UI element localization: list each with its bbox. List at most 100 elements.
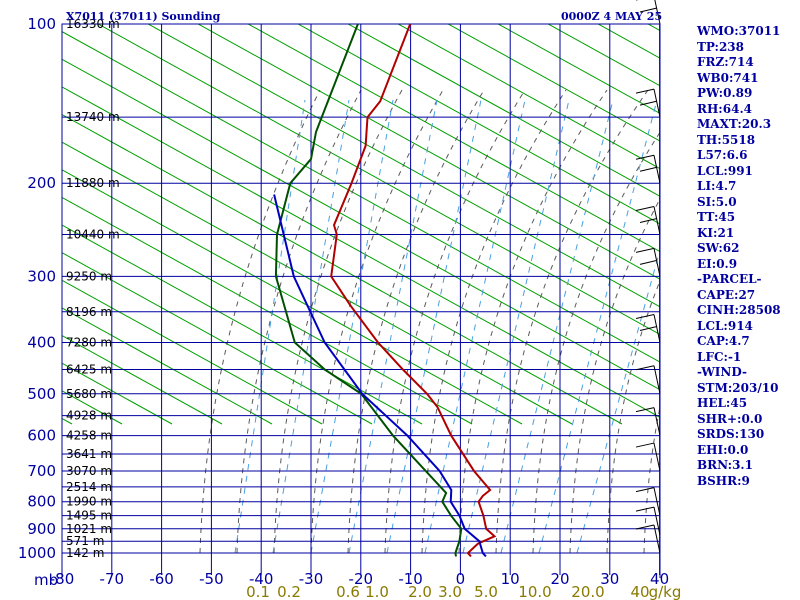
mixing-ratio-line <box>462 99 570 554</box>
height-label: 571 m <box>66 534 104 548</box>
index-entry: STM:203/10 <box>697 380 779 395</box>
index-entry: TP:238 <box>697 39 745 54</box>
wind-barb <box>635 88 661 118</box>
index-entry: LI:4.7 <box>697 179 737 193</box>
wind-barb-staff <box>653 442 661 472</box>
index-entry: L57:6.6 <box>697 148 748 162</box>
height-label: 142 m <box>66 546 104 560</box>
temperature-tick-label: 0 <box>456 570 466 588</box>
temperature-tick-label: 40 <box>650 570 669 588</box>
moist-adiabat-line <box>495 89 649 554</box>
mixing-ratio-tick-label: g/kg <box>649 583 682 600</box>
dry-adiabat-line <box>297 24 660 225</box>
wind-barb-staff <box>653 206 661 235</box>
wind-barb <box>635 442 661 472</box>
index-entry: WMO:37011 <box>697 24 781 38</box>
index-entry: EI:0.9 <box>697 256 738 271</box>
temperature-tick-label: -40 <box>249 570 274 588</box>
sounding-time: 0000Z 4 MAY 25 <box>561 10 662 23</box>
mixing-ratio-line <box>424 99 526 554</box>
wind-barb-flag <box>635 365 655 371</box>
pressure-tick-label: 300 <box>27 267 56 285</box>
temperature-tick-label: -30 <box>299 570 324 588</box>
dry-adiabat-line <box>62 307 273 425</box>
mixing-ratio-tick-label: 10.0 <box>518 583 551 600</box>
height-label: 16330 m <box>66 17 120 31</box>
height-label: 2514 m <box>66 480 112 494</box>
index-entry: SI:5.0 <box>697 194 737 209</box>
mixing-ratio-line <box>348 99 438 554</box>
pressure-tick-label: 1000 <box>18 544 56 562</box>
dry-adiabat-line <box>62 141 573 425</box>
wind-barb <box>635 524 661 554</box>
dry-adiabat-line <box>62 390 123 425</box>
moist-adiabat-line <box>569 198 660 554</box>
moist-adiabat-line <box>199 89 321 554</box>
dry-adiabat-line <box>62 335 223 425</box>
moist-adiabat-line <box>606 279 660 554</box>
temperature-tick-label: -60 <box>149 570 174 588</box>
height-label: 1021 m <box>66 522 112 536</box>
wind-barb-staff <box>653 248 661 277</box>
moist-adiabat-line <box>273 89 403 554</box>
wind-barb-staff <box>653 407 661 436</box>
station-title: X7011 (37011) Sounding <box>66 10 221 23</box>
wind-barb-staff <box>653 524 661 554</box>
moist-adiabats <box>199 89 660 554</box>
dry-adiabat-line <box>62 31 660 363</box>
dry-adiabat-line <box>762 4 800 424</box>
wind-barb-flag <box>635 407 655 413</box>
moist-adiabat-line <box>236 89 362 554</box>
dry-adiabat-line <box>0 4 22 424</box>
moist-adiabat-line <box>421 89 567 554</box>
mixing-ratio-line <box>386 99 482 554</box>
dry-adiabat-line <box>447 24 660 142</box>
temperature-tick-label: -50 <box>199 570 224 588</box>
dry-adiabat-line <box>62 279 323 425</box>
mixing-ratio-line <box>234 99 306 554</box>
mixing-ratio-tick-label: 2.0 <box>408 583 432 600</box>
moist-adiabat-line <box>347 89 485 554</box>
dry-adiabat-line <box>62 86 660 418</box>
wind-barb-flag <box>635 247 655 253</box>
index-entry: BRN:3.1 <box>697 458 753 472</box>
index-entry: EHI:0.0 <box>697 442 749 457</box>
wind-barb <box>635 206 661 235</box>
moist-adiabat-line <box>458 89 608 554</box>
index-entry: KI:21 <box>697 225 735 240</box>
wind-barb <box>635 314 661 343</box>
wind-barb <box>635 487 661 516</box>
wind-barb-flag <box>635 487 655 493</box>
dry-adiabat-line <box>62 169 523 425</box>
index-entry: LCL:991 <box>697 163 753 178</box>
temperature-tick-label: -80 <box>50 570 75 588</box>
height-label: 6425 m <box>66 363 112 377</box>
dry-adiabat-line <box>97 24 660 336</box>
wind-barb-flag <box>635 442 655 448</box>
wind-barb-staff <box>653 89 661 118</box>
index-entry: BSHR:9 <box>697 473 750 488</box>
temperature-tick-label: 20 <box>550 570 569 588</box>
moist-adiabat-line <box>643 404 660 554</box>
pressure-tick-label: 800 <box>27 493 56 511</box>
mixing-ratio-tick-label: 40 <box>630 583 649 600</box>
dry-adiabats <box>0 4 800 425</box>
dry-adiabat-line <box>62 362 173 425</box>
index-entry: HEL:45 <box>697 396 748 410</box>
mixing-ratio-lines <box>234 99 660 554</box>
wind-barb <box>635 247 661 277</box>
wind-barbs <box>635 0 661 554</box>
index-entry: TH:5518 <box>697 132 756 147</box>
index-entry: LCL:914 <box>697 318 753 333</box>
height-label: 11880 m <box>66 176 120 190</box>
height-label: 4258 m <box>66 429 112 443</box>
sounding-series <box>273 24 497 558</box>
wind-barb-flag <box>639 166 658 172</box>
parcel-line <box>273 194 487 558</box>
dry-adiabat-line <box>497 24 660 114</box>
wind-barb-staff <box>653 365 661 394</box>
wind-barb-staff <box>653 155 661 184</box>
moist-adiabat-line <box>310 89 444 554</box>
mixing-ratio-tick-label: 0.2 <box>277 583 301 600</box>
pressure-tick-label: 100 <box>27 15 56 33</box>
